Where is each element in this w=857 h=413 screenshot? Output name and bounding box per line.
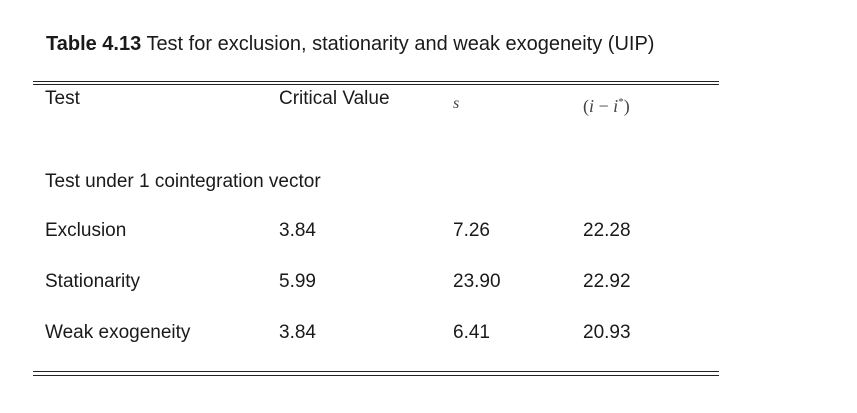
table-number: Table 4.13: [46, 33, 142, 55]
diff-minus: −: [594, 96, 614, 116]
section-label: Test under 1 cointegration vector: [45, 171, 321, 192]
row-weak-exogeneity-diff: 20.93: [583, 322, 631, 343]
row-weak-exogeneity-critical: 3.84: [279, 322, 316, 343]
row-stationarity-critical: 5.99: [279, 271, 316, 292]
header-s: s: [453, 95, 460, 112]
diff-open-paren: (: [583, 96, 589, 116]
bottom-rule: [33, 371, 719, 372]
diff-i: i: [589, 96, 595, 116]
row-stationarity-s: 23.90: [453, 271, 501, 292]
top-rule-second: [33, 84, 719, 85]
row-stationarity-test: Stationarity: [45, 271, 141, 292]
row-exclusion-diff: 22.28: [583, 220, 631, 241]
header-test: Test: [45, 88, 80, 109]
row-exclusion-s: 7.26: [453, 220, 490, 241]
row-weak-exogeneity-s: 6.41: [453, 322, 490, 343]
diff-i-foreign: i: [613, 96, 619, 116]
row-exclusion-critical: 3.84: [279, 220, 316, 241]
diff-close-paren: ): [623, 96, 630, 116]
row-stationarity-diff: 22.92: [583, 271, 631, 292]
table-title: Test for exclusion, stationarity and wea…: [146, 33, 655, 55]
table-caption: Table 4.13 Test for exclusion, stationar…: [46, 33, 654, 56]
bottom-rule-second: [33, 375, 719, 376]
header-critical-value: Critical Value: [279, 88, 390, 109]
top-rule: [33, 81, 719, 82]
diff-star: *: [618, 96, 624, 108]
header-interest-diff: (i − i*): [583, 91, 630, 117]
row-weak-exogeneity-test: Weak exogeneity: [45, 322, 191, 343]
row-exclusion-test: Exclusion: [45, 220, 127, 241]
